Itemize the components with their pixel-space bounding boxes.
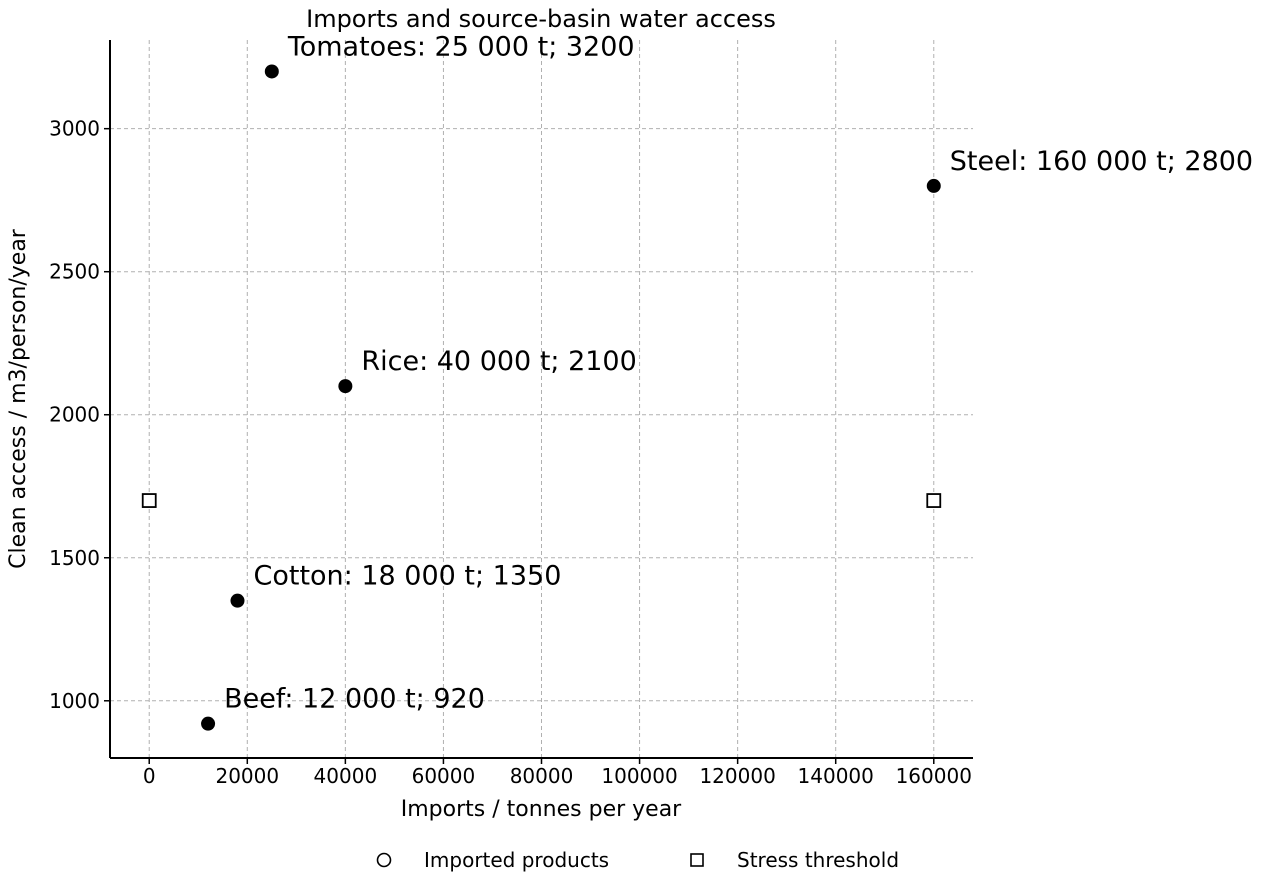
y-axis-label: Clean access / m3/person/year [6,228,31,569]
y-tick-label: 2000 [49,403,100,427]
legend-label: Stress threshold [737,848,899,872]
data-label: Steel: 160 000 t; 2800 [950,146,1253,177]
data-labels: Tomatoes: 25 000 t; 3200 Steel: 160 000 t… [224,31,1253,714]
data-label: Tomatoes: 25 000 t; 3200 [287,31,635,62]
data-point [201,716,216,731]
data-point [926,178,941,193]
x-tick-label: 20000 [215,764,279,788]
x-tick-label: 160000 [896,764,972,788]
threshold-marker [141,493,157,508]
data-label: Rice: 40 000 t; 2100 [361,346,636,377]
y-tick-label: 1000 [49,689,100,713]
y-tick-label: 3000 [49,117,100,141]
legend-square-icon [690,853,704,867]
data-point [264,64,279,79]
chart-title: Imports and source-basin water access [306,5,776,33]
data-point [338,379,353,394]
data-label: Beef: 12 000 t; 920 [224,684,485,715]
grid [110,40,973,758]
legend-circle-icon [376,852,392,868]
x-tick-label: 60000 [412,764,476,788]
data-label: Cotton: 18 000 t; 1350 [253,561,561,592]
x-tick-label: 120000 [699,764,775,788]
x-tick-label: 0 [143,764,156,788]
x-axis-label: Imports / tonnes per year [401,797,682,822]
x-tick-label: 80000 [510,764,574,788]
x-tick-label: 40000 [314,764,378,788]
ticks: 0 20000 40000 60000 80000 100000 120000 140000 1… [49,117,972,788]
x-tick-label: 100000 [601,764,677,788]
y-tick-label: 2500 [49,260,100,284]
data-point [230,593,245,608]
legend: Imported products Stress threshold [376,848,899,872]
y-tick-label: 1500 [49,546,100,570]
data-points [141,64,942,731]
legend-label: Imported products [424,848,609,872]
threshold-marker [926,493,942,508]
x-tick-label: 140000 [798,764,874,788]
